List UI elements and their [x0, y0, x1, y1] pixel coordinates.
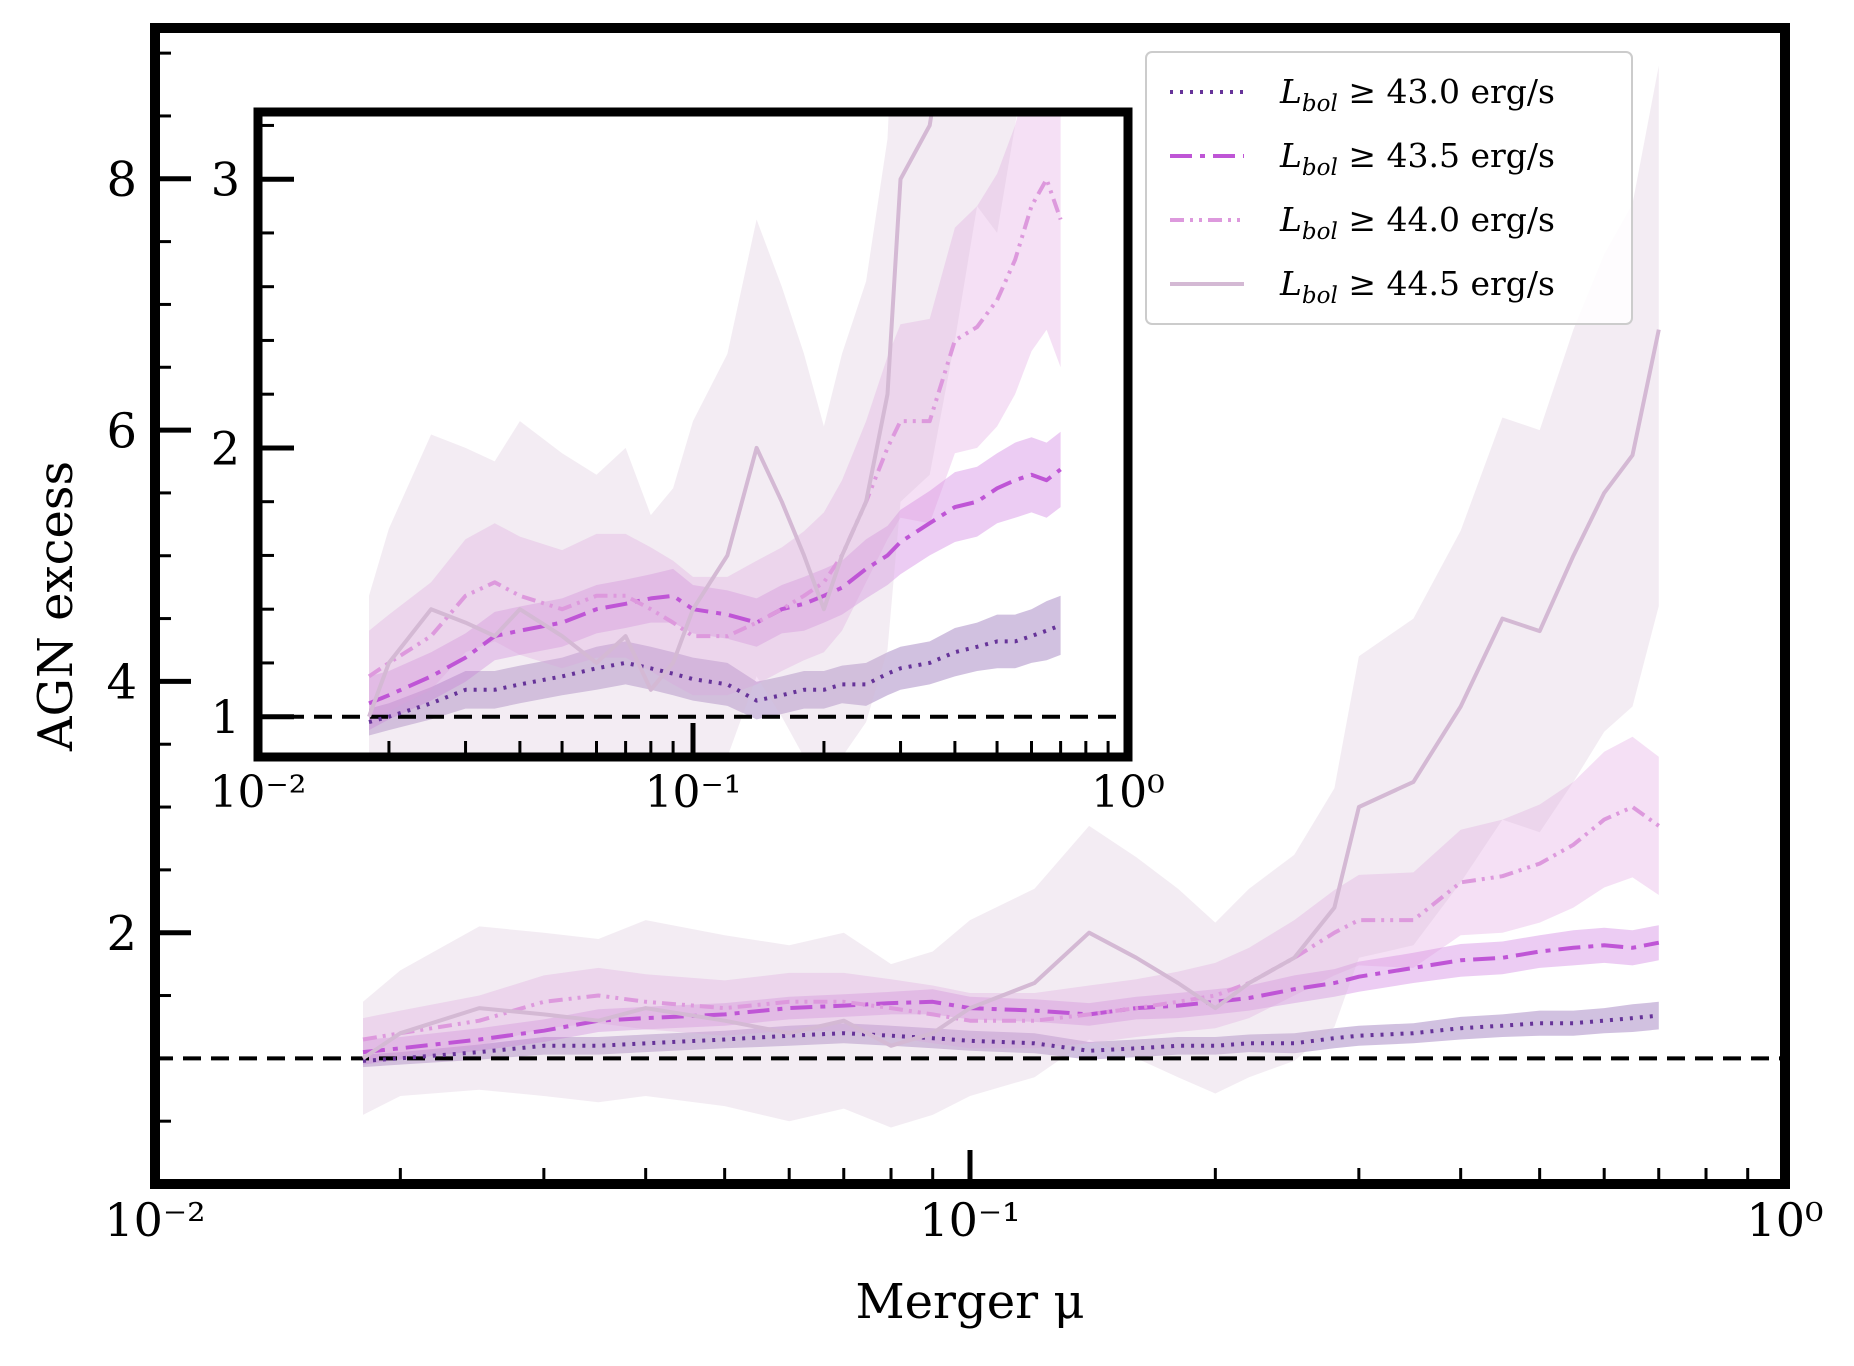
inset-plot-area: 10⁻² 10⁻¹ 10⁰ 1 2 3 [210, 107, 1165, 818]
main-x-tick-label: 10⁻¹ [919, 1193, 1020, 1247]
inset-background [258, 112, 1128, 757]
main-line-series-3 [362, 805, 1660, 1042]
main-axes-frame [150, 23, 1790, 1189]
inset-line-series-4 [367, 112, 934, 718]
inset-x-tick-label: 10⁻¹ [645, 767, 742, 818]
legend-box [1145, 51, 1633, 325]
inset-x-tick-label: 10⁰ [1091, 767, 1165, 818]
inset-y-tick-label: 3 [211, 153, 240, 207]
main-y-tick-label: 6 [106, 403, 137, 459]
main-y-tick-label: 2 [106, 906, 137, 962]
y-axis-label: AGN excess [28, 461, 84, 752]
inset-y-tick-label: 1 [211, 690, 240, 744]
inset-axes-frame [253, 107, 1133, 762]
legend: Lbol ≥ 43.0 erg/s Lbol ≥ 43.5 erg/s Lbol ≥… [1145, 51, 1633, 325]
main-band-series-1 [363, 1001, 1659, 1068]
main-x-tick-label: 10⁻² [104, 1193, 205, 1247]
legend-label-series-4: Lbol ≥ 44.5 erg/s [1279, 264, 1555, 309]
main-band-series-3 [363, 736, 1659, 1061]
main-band-series-2 [363, 925, 1659, 1065]
inset-band-series-4 [369, 112, 1018, 757]
inset-band-series-1 [369, 595, 1061, 736]
legend-label-series-1: Lbol ≥ 43.0 erg/s [1279, 72, 1555, 117]
main-y-tick-label: 8 [106, 152, 137, 208]
legend-label-series-2: Lbol ≥ 43.5 erg/s [1279, 136, 1555, 181]
inset-line-series-2 [368, 467, 1062, 706]
inset-band-series-2 [369, 431, 1061, 731]
legend-label-series-3: Lbol ≥ 44.0 erg/s [1279, 200, 1555, 245]
inset-band-series-3 [369, 112, 1061, 723]
main-y-tick-label: 4 [106, 655, 137, 711]
inset-x-tick-label: 10⁻² [210, 767, 307, 818]
main-line-series-4 [361, 329, 1661, 1060]
main-plot-area: 10⁻² 10⁻¹ 10⁰ 2 4 6 8 [104, 23, 1824, 1247]
main-band-series-4 [363, 65, 1659, 1128]
inset-y-tick-label: 2 [211, 421, 240, 475]
main-x-tick-label: 10⁰ [1747, 1193, 1824, 1247]
x-axis-label: Merger μ [855, 1274, 1084, 1330]
